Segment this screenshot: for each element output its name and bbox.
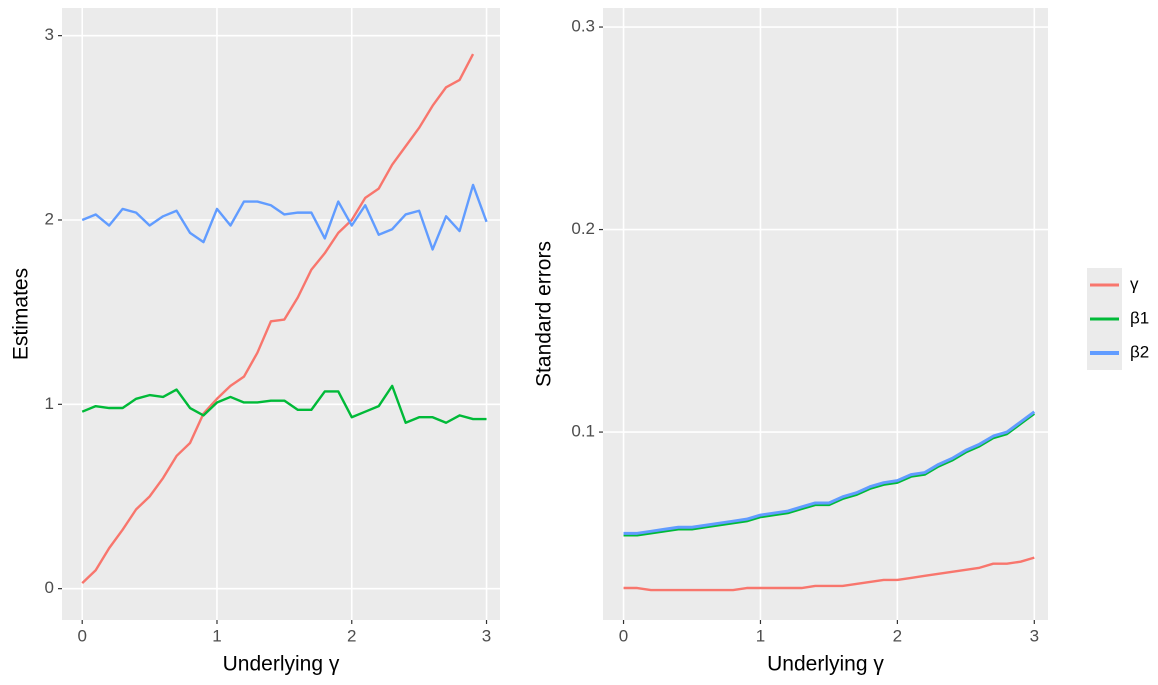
y-tick-label: 0.1 [571,422,595,441]
y-axis-title: Estimates [10,268,33,360]
series-line [81,384,487,424]
legend-label: γ [1130,274,1139,293]
legend-label: β1 [1130,308,1149,327]
x-tick-label: 1 [212,626,221,645]
series-line [623,412,1036,537]
y-tick-label: 0.2 [571,219,595,238]
series-line [81,183,488,251]
x-tick-label: 0 [619,626,628,645]
y-axis-title: Standard errors [533,241,556,387]
panel-background [603,8,1048,620]
y-tick-label: 3 [45,25,54,44]
y-tick-label: 2 [45,209,54,228]
x-axis-title: Underlying γ [767,653,884,676]
x-tick-label: 3 [482,626,491,645]
series-line [623,410,1036,535]
x-tick-label: 1 [756,626,765,645]
x-axis-title: Underlying γ [223,653,340,676]
series-line [623,556,1035,592]
x-tick-label: 2 [893,626,902,645]
series-line [81,53,475,584]
x-tick-label: 3 [1030,626,1039,645]
panel-background [62,8,500,620]
y-tick-label: 0 [45,578,54,597]
x-tick-label: 2 [347,626,356,645]
y-tick-label: 1 [45,394,54,413]
x-tick-label: 0 [77,626,86,645]
legend-label: β2 [1130,342,1149,361]
y-tick-label: 0.3 [571,17,595,36]
